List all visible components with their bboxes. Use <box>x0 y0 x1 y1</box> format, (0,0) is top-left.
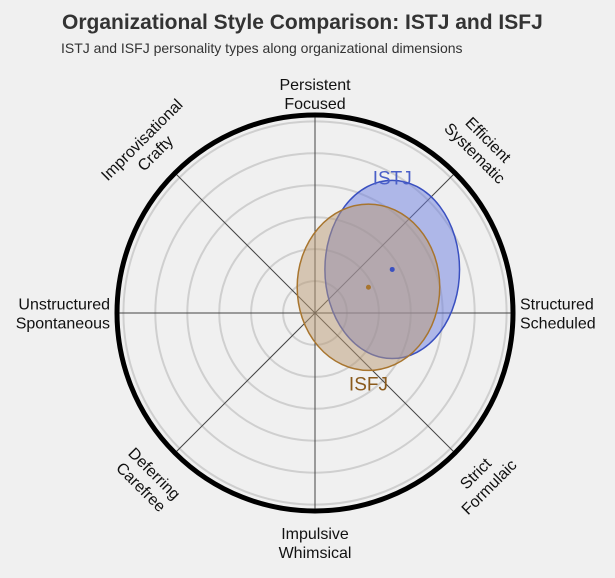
axis-label: Impulsive <box>281 526 349 543</box>
series-center-istj <box>389 266 395 272</box>
axis-label-group: Persistent Focused <box>279 77 351 113</box>
series-label-isfj: ISFJ <box>349 374 388 395</box>
series-label-istj: ISTJ <box>373 168 412 189</box>
series-center-isfj <box>365 284 371 290</box>
chart-title: Organizational Style Comparison: ISTJ an… <box>62 11 543 34</box>
axis-label: Whimsical <box>279 545 352 562</box>
axis-label: Unstructured <box>18 297 110 314</box>
axis-label-group: Impulsive Whimsical <box>279 526 352 562</box>
axis-label: Focused <box>284 96 345 113</box>
axis-label: Scheduled <box>520 316 596 333</box>
outer-ring <box>114 112 516 514</box>
axis-label: Persistent <box>279 77 351 94</box>
axis-label-group: Unstructured Spontaneous <box>16 297 110 333</box>
axis-label: Structured <box>520 297 594 314</box>
axis-label-group: Structured Scheduled <box>520 297 596 333</box>
chart-subtitle: ISTJ and ISFJ personality types along or… <box>61 40 463 56</box>
axis-label: Spontaneous <box>16 316 110 333</box>
